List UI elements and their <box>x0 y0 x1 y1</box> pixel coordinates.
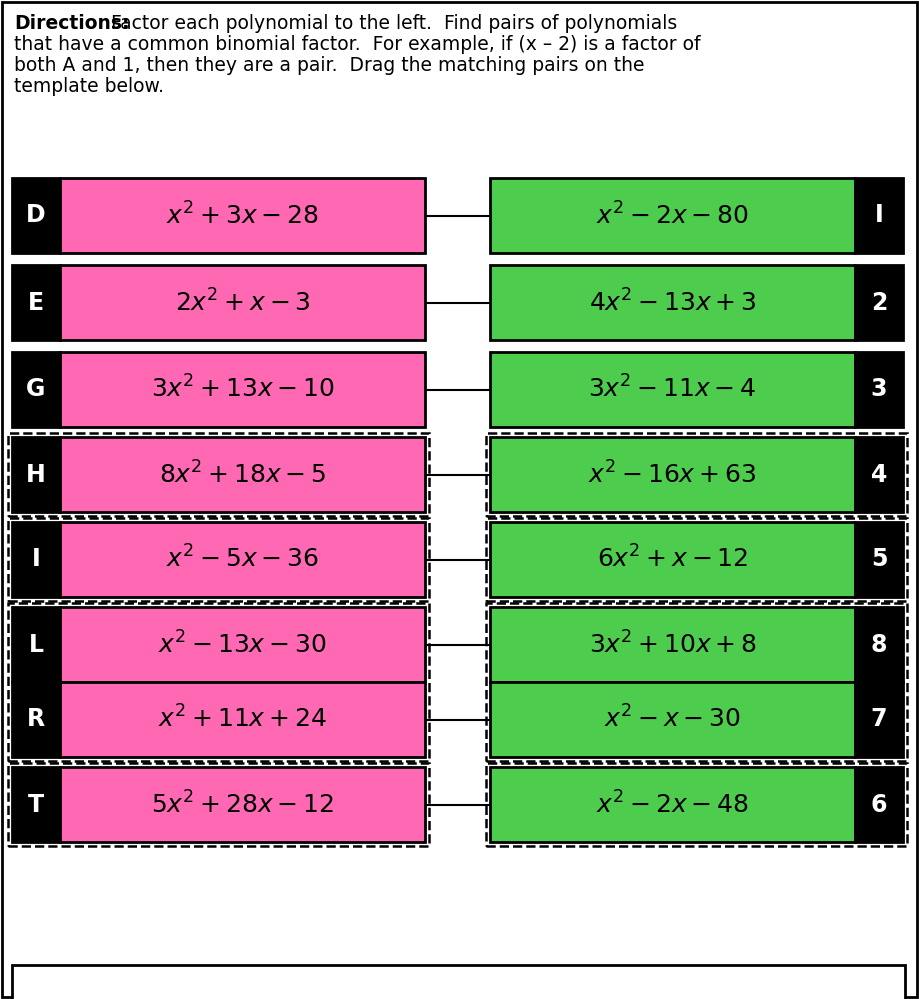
Text: 7: 7 <box>870 707 887 731</box>
Bar <box>855 767 903 842</box>
Text: I: I <box>31 547 40 571</box>
Text: $x^2-16x+63$: $x^2-16x+63$ <box>588 461 756 489</box>
Bar <box>60 352 425 427</box>
Text: $x^2-5x-36$: $x^2-5x-36$ <box>166 545 319 573</box>
Text: $8x^2+18x-5$: $8x^2+18x-5$ <box>159 461 326 489</box>
Bar <box>12 522 60 597</box>
Text: $x^2-2x-80$: $x^2-2x-80$ <box>596 202 749 229</box>
Bar <box>60 178 425 253</box>
Bar <box>8 433 429 516</box>
Bar <box>490 607 855 682</box>
Bar <box>486 433 907 516</box>
Bar <box>12 178 60 253</box>
Text: $3x^2-11x-4$: $3x^2-11x-4$ <box>588 376 756 404</box>
Bar <box>855 522 903 597</box>
Bar <box>12 437 60 512</box>
Text: 6: 6 <box>870 792 887 816</box>
Text: G: G <box>27 378 46 402</box>
Bar <box>490 682 855 757</box>
Bar <box>8 518 429 601</box>
Text: R: R <box>27 707 45 731</box>
Text: L: L <box>28 632 43 656</box>
Bar <box>855 437 903 512</box>
Bar <box>855 352 903 427</box>
Bar <box>12 965 905 999</box>
Text: $5x^2+28x-12$: $5x^2+28x-12$ <box>151 791 334 818</box>
Text: H: H <box>26 463 46 487</box>
Text: $x^2-2x-48$: $x^2-2x-48$ <box>596 791 749 818</box>
Bar <box>486 518 907 601</box>
Text: $x^2-x-30$: $x^2-x-30$ <box>604 706 741 733</box>
Bar <box>8 603 429 761</box>
Bar <box>490 178 855 253</box>
Text: $3x^2+13x-10$: $3x^2+13x-10$ <box>151 376 335 404</box>
Text: both A and 1, then they are a pair.  Drag the matching pairs on the: both A and 1, then they are a pair. Drag… <box>14 56 644 75</box>
Text: 8: 8 <box>870 632 887 656</box>
Bar <box>8 763 429 846</box>
Text: $x^2+3x-28$: $x^2+3x-28$ <box>166 202 319 229</box>
Text: 3: 3 <box>870 378 887 402</box>
Text: $x^2+11x+24$: $x^2+11x+24$ <box>158 706 327 733</box>
Bar <box>60 607 425 682</box>
Text: $3x^2+10x+8$: $3x^2+10x+8$ <box>588 631 756 658</box>
Bar <box>486 603 907 761</box>
Bar <box>60 265 425 340</box>
Bar <box>486 763 907 846</box>
Text: D: D <box>26 204 46 228</box>
Bar <box>60 522 425 597</box>
Bar <box>855 607 903 682</box>
Bar <box>490 522 855 597</box>
Bar <box>12 682 60 757</box>
Bar <box>12 767 60 842</box>
Text: Factor each polynomial to the left.  Find pairs of polynomials: Factor each polynomial to the left. Find… <box>105 14 677 33</box>
Text: E: E <box>28 291 44 315</box>
Text: $x^2-13x-30$: $x^2-13x-30$ <box>158 631 327 658</box>
Bar <box>60 767 425 842</box>
Text: 4: 4 <box>871 463 887 487</box>
Bar <box>855 265 903 340</box>
Text: that have a common binomial factor.  For example, if (x – 2) is a factor of: that have a common binomial factor. For … <box>14 35 700 54</box>
Bar <box>490 437 855 512</box>
Text: template below.: template below. <box>14 77 164 96</box>
Bar <box>12 352 60 427</box>
Bar <box>855 178 903 253</box>
Text: $4x^2-13x+3$: $4x^2-13x+3$ <box>589 289 756 316</box>
Bar <box>60 682 425 757</box>
Text: Directions:: Directions: <box>14 14 130 33</box>
Bar <box>12 265 60 340</box>
Text: 5: 5 <box>870 547 887 571</box>
Text: T: T <box>28 792 44 816</box>
Text: I: I <box>875 204 883 228</box>
Text: $6x^2+x-12$: $6x^2+x-12$ <box>596 545 748 573</box>
Bar <box>60 437 425 512</box>
Bar <box>12 607 60 682</box>
Bar <box>490 767 855 842</box>
Bar <box>490 352 855 427</box>
Text: 2: 2 <box>871 291 887 315</box>
Bar <box>855 682 903 757</box>
Text: $2x^2+x-3$: $2x^2+x-3$ <box>175 289 311 316</box>
Bar <box>490 265 855 340</box>
